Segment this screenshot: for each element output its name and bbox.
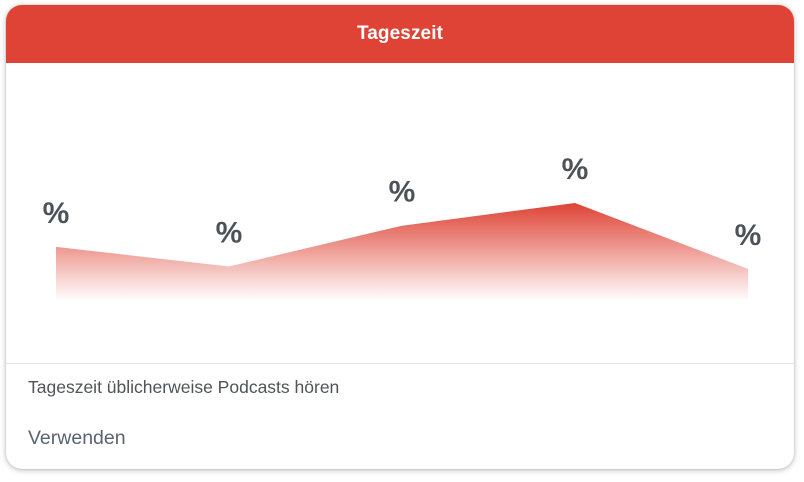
point-label-3: % <box>389 176 416 209</box>
card-description: Tageszeit üblicherweise Podcasts hören <box>28 377 340 397</box>
tageszeit-card: Tageszeit %%%%% Tageszeit üblicherweise … <box>6 5 794 469</box>
card-header: Tageszeit <box>6 5 794 63</box>
point-label-2: % <box>216 217 243 250</box>
card-title: Tageszeit <box>356 23 444 44</box>
area-series <box>56 203 748 301</box>
chart-area: %%%%% <box>6 63 794 364</box>
point-label-1: % <box>43 197 70 230</box>
area-chart: %%%%% <box>43 153 762 301</box>
use-link[interactable]: Verwenden <box>28 427 126 449</box>
point-label-4: % <box>562 153 589 186</box>
point-label-5: % <box>735 219 762 252</box>
